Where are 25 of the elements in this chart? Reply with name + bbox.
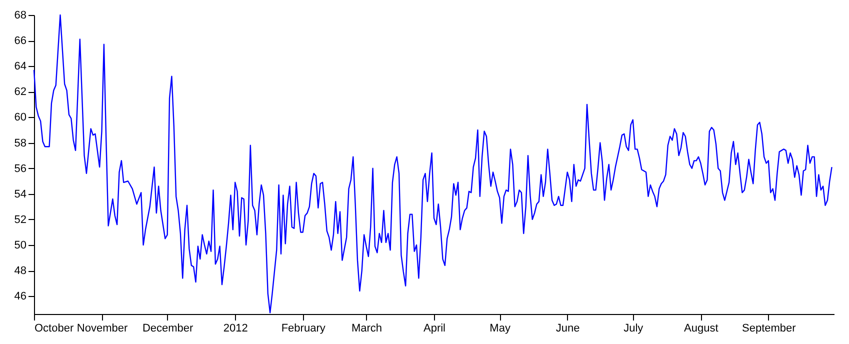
x-tick-label: March (351, 322, 382, 334)
x-tick-label: October (34, 322, 74, 334)
x-tick-label: February (281, 322, 326, 334)
y-tick-label: 60 (14, 112, 26, 124)
y-tick-label: 68 (14, 10, 26, 22)
y-tick-label: 54 (14, 188, 26, 200)
x-tick-label: August (684, 322, 718, 334)
x-tick-label: 2012 (223, 322, 248, 334)
line-series (33, 14, 832, 314)
x-tick-label: November (76, 322, 128, 334)
y-tick-label: 48 (14, 265, 26, 278)
y-tick-label: 62 (14, 86, 26, 98)
x-tick-label: September (742, 322, 796, 334)
y-tick-label: 52 (14, 214, 26, 226)
y-tick-label: 58 (14, 137, 26, 150)
y-tick-label: 66 (14, 35, 26, 48)
y-tick-label: 64 (14, 60, 26, 73)
y-tick-label: 46 (14, 290, 26, 303)
x-tick-label: May (490, 322, 511, 334)
x-tick-label: June (556, 322, 580, 334)
x-tick-label: December (142, 322, 194, 334)
y-tick-label: 50 (14, 240, 26, 252)
x-tick-label: April (423, 322, 446, 334)
y-tick-label: 56 (14, 162, 26, 175)
x-tick-label: July (624, 322, 644, 334)
